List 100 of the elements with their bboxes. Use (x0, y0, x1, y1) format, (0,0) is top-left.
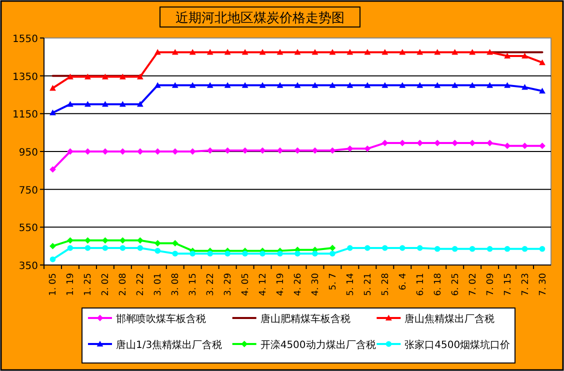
legend-label: 张家口4500烟煤坑口价 (404, 339, 510, 351)
point (206, 82, 214, 88)
point (259, 48, 266, 55)
point (434, 246, 440, 252)
y-tick-label: 1350 (12, 72, 38, 83)
chart-title: 近期河北地区煤炭价格走势图 (176, 11, 344, 26)
legend-label: 唐山肥精煤车板含税 (260, 313, 350, 325)
point (486, 140, 494, 146)
x-tick-label: 5. 21 (363, 273, 374, 296)
point (136, 101, 144, 107)
point (242, 147, 248, 154)
point (452, 48, 458, 55)
point (242, 250, 248, 257)
point (522, 246, 528, 252)
point (206, 48, 214, 55)
point (154, 240, 161, 246)
y-tick-label: 550 (18, 223, 38, 234)
point (504, 52, 510, 59)
point (486, 48, 494, 55)
point (346, 82, 354, 88)
point (539, 59, 546, 66)
y-tick-label: 1150 (12, 110, 38, 121)
x-tick-label: 3. 01 (154, 273, 164, 296)
y-tick-label: 350 (18, 261, 38, 272)
point (312, 48, 318, 55)
point (399, 48, 406, 55)
point (102, 237, 108, 244)
x-tick-label: 7. 09 (486, 272, 496, 296)
point (346, 145, 354, 152)
point (382, 48, 388, 55)
point (382, 140, 388, 146)
point (330, 250, 336, 257)
point (469, 246, 476, 252)
point (50, 256, 56, 262)
point (539, 88, 546, 94)
x-tick-label: 3. 22 (206, 273, 216, 296)
point (452, 82, 458, 88)
x-tick-label: 3. 15 (188, 273, 199, 296)
point (294, 82, 301, 88)
point (434, 82, 441, 88)
point (67, 101, 74, 107)
point (259, 147, 266, 154)
point (276, 48, 284, 55)
point (539, 246, 546, 252)
point (136, 237, 144, 244)
point (67, 237, 74, 244)
point (400, 245, 406, 251)
legend-label: 唐山焦精煤出厂含税 (404, 313, 495, 325)
point (522, 142, 528, 150)
point (67, 245, 74, 251)
x-tick-label: 5. 7 (328, 273, 338, 290)
point (190, 250, 196, 257)
point (206, 147, 214, 154)
x-tick-label: 5. 14 (346, 272, 356, 296)
point (416, 82, 424, 88)
point (399, 82, 406, 88)
point (504, 142, 510, 150)
point (102, 101, 108, 107)
point (119, 101, 126, 107)
x-tick-label: 7. 02 (468, 273, 478, 296)
point (50, 242, 56, 250)
x-tick-label: 2. 22 (136, 273, 146, 296)
point (189, 148, 196, 155)
point (136, 74, 144, 80)
x-tick-label: 4. 30 (310, 272, 321, 296)
point (172, 250, 178, 257)
point (364, 145, 371, 152)
point (224, 48, 231, 55)
point (486, 82, 494, 88)
point (50, 84, 56, 91)
point (452, 246, 458, 252)
point (486, 246, 493, 252)
point (224, 250, 230, 257)
x-tick-label: 1. 25 (84, 273, 94, 296)
y-tick-label: 750 (18, 185, 38, 196)
x-tick-label: 6. 18 (433, 272, 444, 296)
point (189, 48, 196, 55)
point (119, 237, 126, 244)
point (382, 82, 388, 88)
point (364, 48, 371, 55)
point (84, 74, 91, 80)
point (84, 245, 91, 251)
point (189, 82, 196, 88)
point (154, 248, 161, 254)
point (277, 250, 283, 257)
point (84, 101, 91, 107)
legend-label: 开滦4500动力煤出厂含税 (260, 339, 376, 351)
legend-label: 邯郸喷吹煤车板含税 (116, 313, 206, 325)
point (50, 110, 56, 116)
point (260, 250, 266, 257)
x-tick-label: 7. 30 (538, 272, 548, 296)
y-tick-label: 1550 (12, 34, 38, 45)
point (294, 147, 301, 154)
point (329, 82, 336, 88)
x-tick-label: 5. 28 (380, 272, 391, 296)
point (119, 74, 126, 80)
point (364, 245, 370, 251)
point (469, 48, 476, 55)
x-tick-label: 4. 26 (294, 272, 304, 296)
point (469, 82, 476, 88)
